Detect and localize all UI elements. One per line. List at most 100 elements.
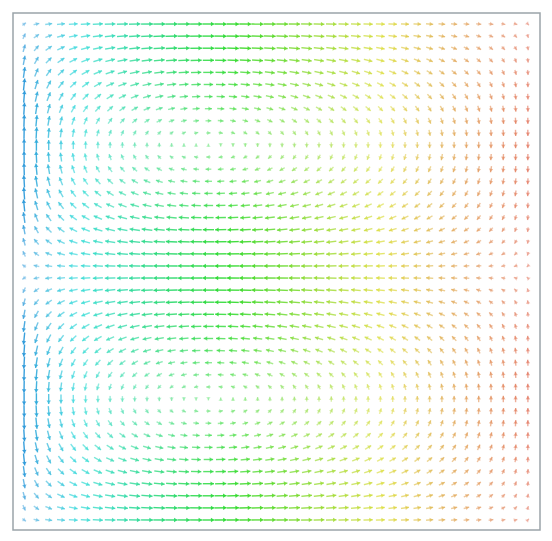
arrow-head <box>388 300 393 305</box>
arrow-head <box>58 189 63 194</box>
arrow-head <box>202 300 207 305</box>
arrow-head <box>278 179 283 184</box>
arrow-head <box>314 215 319 220</box>
arrow-head <box>170 119 175 124</box>
arrow-head <box>402 191 407 196</box>
arrow-head <box>289 312 293 317</box>
arrow-head <box>256 118 261 123</box>
arrow-head <box>426 312 431 317</box>
arrow-head <box>133 106 138 111</box>
arrow-head <box>83 374 88 379</box>
arrow-head <box>439 215 444 220</box>
arrow-head <box>501 144 506 149</box>
arrow-head <box>263 275 268 281</box>
arrow-head <box>117 239 121 244</box>
arrow-head <box>207 118 212 123</box>
arrow-head <box>417 505 421 510</box>
arrow-head <box>124 33 128 39</box>
arrow-head <box>86 493 90 499</box>
arrow-head <box>283 58 288 63</box>
arrow-head <box>318 445 323 450</box>
arrow-head <box>168 179 173 184</box>
arrow-head <box>351 215 356 220</box>
arrow-head <box>525 383 531 388</box>
arrow-head <box>122 457 127 462</box>
arrow-head <box>305 421 310 426</box>
arrow-head <box>22 67 27 71</box>
arrow-head <box>145 119 150 123</box>
arrow-head <box>488 432 493 437</box>
arrow-head <box>57 227 62 232</box>
arrow-head <box>195 420 199 426</box>
arrow-head <box>109 445 114 450</box>
arrow-head <box>429 505 434 510</box>
arrow-head <box>34 364 39 368</box>
arrow-head <box>69 251 73 256</box>
arrow-head <box>351 275 355 281</box>
arrow-head <box>513 371 518 376</box>
arrow-head <box>389 203 394 208</box>
arrow <box>218 410 224 413</box>
arrow-head <box>73 482 78 486</box>
arrow-head <box>110 82 115 87</box>
arrow-head <box>294 94 299 99</box>
arrow-head <box>304 373 309 377</box>
arrow-head <box>168 372 173 377</box>
arrow-head <box>241 179 246 184</box>
arrow-head <box>464 312 469 317</box>
arrow-head <box>93 215 98 220</box>
arrow-head <box>186 517 190 523</box>
arrow-head <box>264 215 269 220</box>
arrow-head <box>452 58 457 62</box>
arrow-head <box>465 505 470 511</box>
arrow-head <box>427 144 432 149</box>
arrow-head <box>319 82 324 87</box>
arrow-head <box>332 505 337 510</box>
arrow-head <box>352 191 357 196</box>
arrow-head <box>132 409 137 414</box>
arrow-head <box>353 360 358 365</box>
arrow-head <box>47 80 52 85</box>
arrow-head <box>258 469 263 474</box>
arrow-head <box>376 312 381 317</box>
arrow-head <box>304 131 309 136</box>
arrow-head <box>476 432 481 437</box>
arrow-head <box>98 57 103 63</box>
arrow-head <box>58 337 63 342</box>
arrow-head <box>271 493 276 498</box>
arrow-head <box>149 21 153 27</box>
arrow-head <box>58 399 64 404</box>
arrow-head <box>34 460 39 464</box>
arrow <box>526 239 529 244</box>
arrow-head <box>120 154 125 159</box>
arrow-head <box>377 191 382 196</box>
arrow-head <box>488 251 493 256</box>
arrow-head <box>501 227 506 232</box>
arrow-head <box>58 387 64 392</box>
arrow-head <box>390 179 395 184</box>
arrow-head <box>166 312 170 317</box>
arrow-head <box>155 360 160 365</box>
arrow-head <box>476 227 481 232</box>
arrow-head <box>276 251 280 257</box>
arrow-head <box>390 360 395 365</box>
arrow-head <box>86 517 91 523</box>
arrow-head <box>208 433 212 438</box>
arrow-head <box>221 445 225 450</box>
arrow-head <box>59 435 64 440</box>
arrow-head <box>144 372 149 377</box>
arrow-head <box>513 420 518 424</box>
arrow-head <box>439 203 444 208</box>
arrow-head <box>501 239 506 244</box>
arrow-head <box>489 347 494 352</box>
arrow-head <box>223 46 227 51</box>
arrow-head <box>124 505 128 511</box>
arrow-head <box>278 360 283 365</box>
arrow-head <box>271 469 275 474</box>
arrow-head <box>95 398 101 403</box>
arrow-head <box>369 34 373 39</box>
arrow-head <box>489 312 494 317</box>
arrow-head <box>501 395 506 400</box>
arrow-head <box>303 360 308 365</box>
arrow-head <box>271 58 276 63</box>
